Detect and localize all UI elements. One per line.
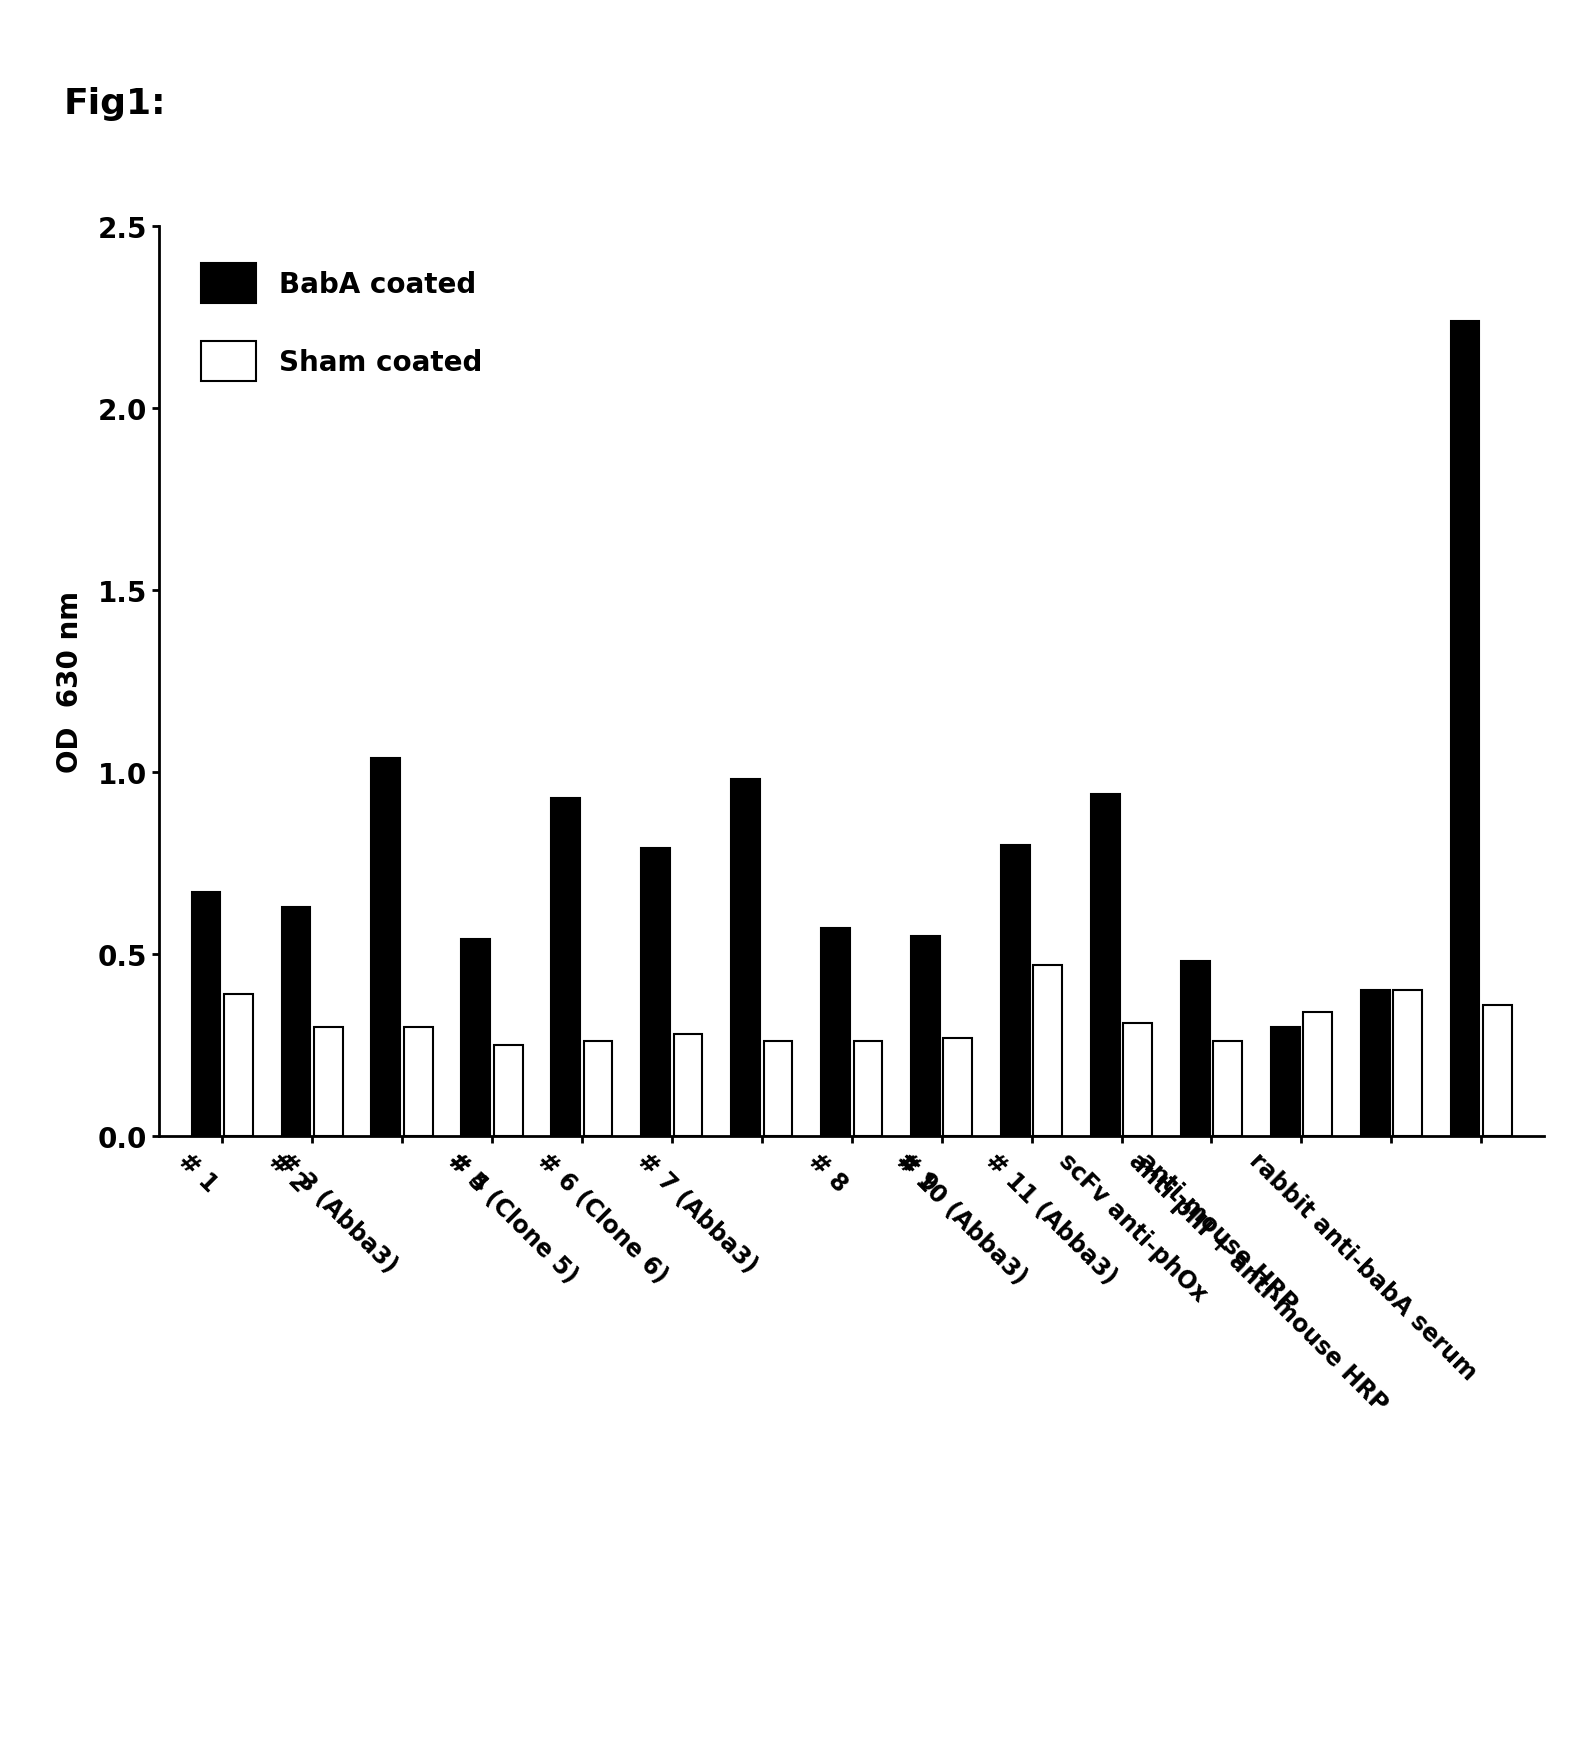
Bar (944, 1038, 973, 1136)
Bar (642, 850, 670, 1136)
Bar (1393, 991, 1422, 1136)
Y-axis label: OD  630 nm: OD 630 nm (56, 591, 84, 773)
Bar (1304, 1012, 1333, 1136)
Bar (1033, 965, 1062, 1136)
Bar (821, 928, 850, 1136)
Bar (1091, 794, 1119, 1136)
Bar (404, 1028, 433, 1136)
Bar (673, 1035, 702, 1136)
Bar (282, 907, 310, 1136)
Bar (1181, 961, 1210, 1136)
Bar (1361, 991, 1390, 1136)
Bar (764, 1042, 793, 1136)
Text: Fig1:: Fig1: (64, 87, 166, 121)
Bar (462, 940, 490, 1136)
Bar (1001, 846, 1030, 1136)
Bar (371, 759, 400, 1136)
Bar (224, 995, 253, 1136)
Bar (911, 937, 939, 1136)
Bar (191, 893, 220, 1136)
Bar (1124, 1024, 1153, 1136)
Bar (731, 780, 759, 1136)
Bar (1450, 322, 1479, 1136)
Bar (494, 1045, 522, 1136)
Bar (551, 799, 579, 1136)
Legend: BabA coated, Sham coated: BabA coated, Sham coated (186, 250, 495, 395)
Bar (1213, 1042, 1242, 1136)
Bar (314, 1028, 342, 1136)
Bar (584, 1042, 613, 1136)
Bar (1484, 1005, 1512, 1136)
Bar (853, 1042, 882, 1136)
Bar (1270, 1028, 1299, 1136)
